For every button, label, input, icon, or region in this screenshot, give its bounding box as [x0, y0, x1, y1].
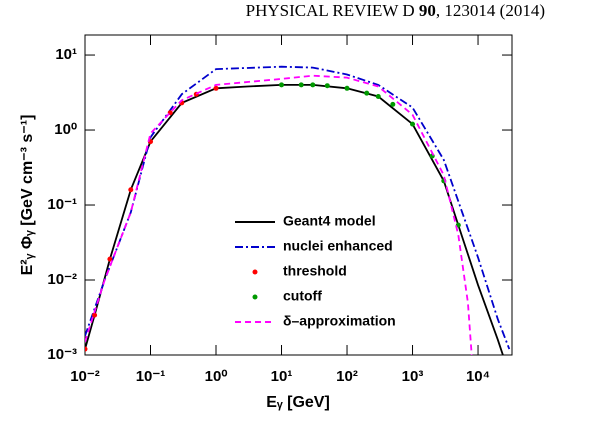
marker: [213, 85, 219, 91]
legend-label: cutoff: [283, 288, 322, 304]
x-tick-label: 10⁻²: [70, 368, 100, 385]
legend-label: δ–approximation: [283, 313, 396, 329]
marker: [298, 82, 304, 88]
volume: 90: [419, 1, 436, 20]
marker: [310, 82, 316, 88]
header: PHYSICAL REVIEW D 90, 123014 (2014): [246, 1, 545, 20]
y-tick-label: 10⁻¹: [47, 196, 77, 213]
marker: [390, 101, 396, 107]
marker: [410, 121, 416, 127]
legend-label: nuclei enhanced: [283, 238, 393, 254]
line: [85, 84, 504, 355]
marker: [364, 90, 370, 96]
x-axis-label: Eᵧ [GeV]: [266, 394, 330, 411]
x-tick-label: 10³: [402, 368, 424, 385]
line: [85, 74, 473, 355]
x-tick-label: 10⁻¹: [136, 368, 166, 385]
marker: [85, 346, 88, 352]
x-tick-label: 10⁴: [466, 368, 490, 385]
journal: PHYSICAL REVIEW D: [246, 1, 415, 20]
marker: [279, 82, 285, 88]
y-tick-label: 10¹: [55, 46, 77, 63]
legend-label: Geant4 model: [283, 213, 376, 229]
marker: [324, 83, 330, 89]
y-tick-label: 10⁰: [54, 121, 77, 138]
x-tick-label: 10⁰: [205, 368, 228, 385]
y-tick-label: 10⁻²: [47, 271, 77, 288]
legend-marker: [252, 294, 258, 300]
legend-label: threshold: [283, 263, 347, 279]
x-tick-label: 10²: [336, 368, 358, 385]
marker: [92, 312, 98, 318]
marker: [344, 85, 350, 91]
line: [85, 65, 511, 350]
y-axis-label: E²ᵧ Φᵧ [GeV cm⁻³ s⁻¹]: [19, 115, 36, 276]
marker: [128, 187, 134, 193]
legend-marker: [252, 269, 258, 275]
plot-frame: [84, 34, 513, 356]
x-tick-label: 10¹: [271, 368, 293, 385]
marker: [375, 93, 381, 99]
y-tick-label: 10⁻³: [47, 346, 77, 363]
marker: [107, 256, 113, 262]
page-ref: 123014 (2014): [444, 1, 545, 20]
